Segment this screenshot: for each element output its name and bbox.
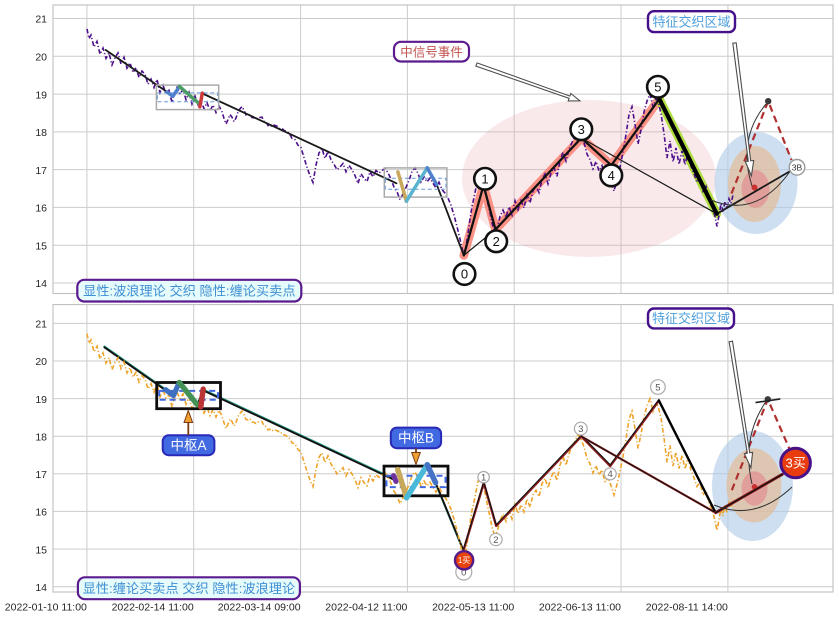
svg-text:2: 2 — [493, 234, 500, 249]
svg-text:14: 14 — [35, 582, 47, 594]
svg-text:15: 15 — [35, 544, 47, 556]
svg-text:3: 3 — [578, 122, 585, 137]
svg-text:20: 20 — [35, 356, 47, 368]
svg-text:4: 4 — [608, 469, 613, 480]
svg-text:中枢A: 中枢A — [170, 438, 206, 453]
svg-text:3B: 3B — [792, 162, 803, 172]
svg-text:中信号事件: 中信号事件 — [400, 44, 463, 59]
svg-text:2: 2 — [493, 535, 498, 546]
svg-text:2022-06-13 11:00: 2022-06-13 11:00 — [539, 602, 621, 614]
svg-text:15: 15 — [35, 240, 47, 252]
svg-text:16: 16 — [35, 203, 47, 215]
svg-text:16: 16 — [35, 507, 47, 519]
svg-text:5: 5 — [654, 79, 661, 94]
svg-text:19: 19 — [35, 394, 47, 406]
svg-text:14: 14 — [35, 278, 47, 290]
svg-text:2022-02-14 11:00: 2022-02-14 11:00 — [112, 602, 194, 614]
svg-text:3: 3 — [578, 424, 583, 435]
svg-text:0: 0 — [461, 267, 468, 282]
svg-text:显性:波浪理论 交织 隐性:缠论买卖点: 显性:波浪理论 交织 隐性:缠论买卖点 — [83, 282, 295, 298]
svg-text:1买: 1买 — [458, 556, 470, 565]
svg-text:4: 4 — [608, 168, 615, 183]
svg-text:18: 18 — [35, 127, 47, 139]
svg-text:17: 17 — [35, 469, 47, 481]
svg-text:5: 5 — [655, 382, 660, 393]
svg-text:3买: 3买 — [785, 456, 805, 471]
svg-text:2022-01-10 11:00: 2022-01-10 11:00 — [5, 602, 87, 614]
svg-text:1: 1 — [481, 171, 488, 186]
svg-text:2022-03-14 09:00: 2022-03-14 09:00 — [218, 602, 301, 614]
svg-text:18: 18 — [35, 431, 47, 443]
svg-text:特征交织区域: 特征交织区域 — [652, 15, 730, 30]
svg-text:2022-05-13 11:00: 2022-05-13 11:00 — [432, 602, 514, 614]
svg-text:特征交织区域: 特征交织区域 — [652, 311, 730, 326]
svg-text:21: 21 — [35, 319, 47, 331]
svg-text:1: 1 — [481, 473, 486, 484]
svg-text:0: 0 — [461, 567, 466, 578]
svg-text:2022-08-11 14:00: 2022-08-11 14:00 — [646, 602, 728, 614]
svg-text:19: 19 — [35, 89, 47, 101]
svg-text:21: 21 — [35, 14, 47, 26]
svg-text:20: 20 — [35, 52, 47, 64]
svg-text:2022-04-12 11:00: 2022-04-12 11:00 — [325, 602, 407, 614]
svg-text:中枢B: 中枢B — [398, 431, 434, 446]
svg-text:17: 17 — [35, 165, 47, 177]
svg-text:显性:缠论买卖点 交织 隐性:波浪理论: 显性:缠论买卖点 交织 隐性:波浪理论 — [83, 580, 295, 596]
